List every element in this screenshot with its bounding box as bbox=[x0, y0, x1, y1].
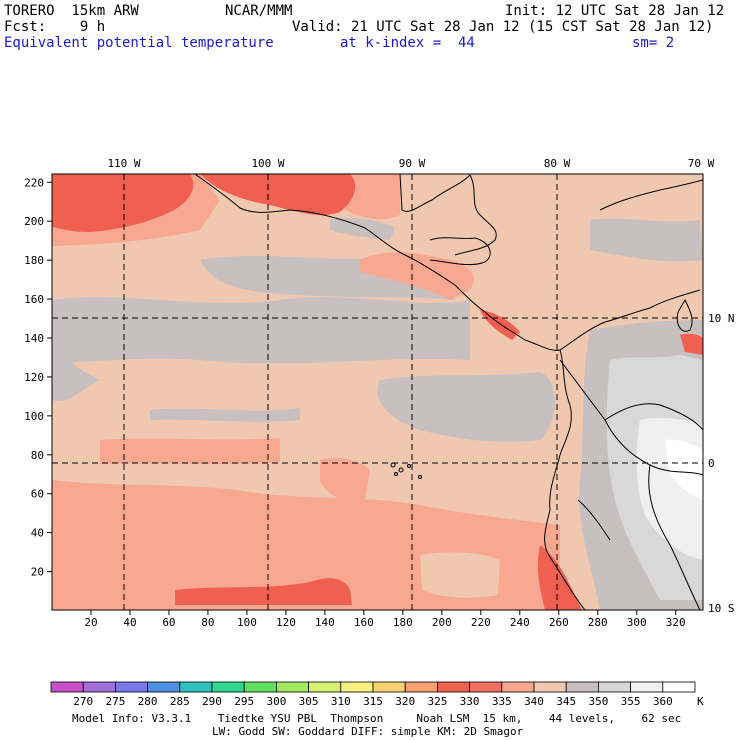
colorbar-swatch bbox=[436, 681, 470, 693]
colorbar-swatch bbox=[630, 681, 664, 693]
colorbar-label: 310 bbox=[331, 695, 351, 708]
y-tick-label: 160 bbox=[24, 293, 44, 306]
footer-model-info: Model Info: V3.3.1 Tiedtke YSU PBL Thomp… bbox=[72, 712, 682, 725]
field-title: Equivalent potential temperature bbox=[4, 35, 274, 51]
colorbar-swatch bbox=[82, 681, 116, 693]
y-tick-label: 220 bbox=[24, 176, 44, 189]
x-tick-label: 100 bbox=[237, 616, 257, 629]
y-tick-label: 60 bbox=[31, 488, 44, 501]
colorbar-swatch bbox=[179, 681, 213, 693]
x-tick-label: 160 bbox=[354, 616, 374, 629]
x-tick-label: 280 bbox=[588, 616, 608, 629]
plot-frame bbox=[51, 173, 704, 611]
colorbar-swatch bbox=[50, 681, 84, 693]
y-tick-label: 140 bbox=[24, 332, 44, 345]
x-axis: 20 40 60 80 100 120 140 160 180 200 220 240 260 280 30… bbox=[84, 610, 686, 629]
colorbar-swatch bbox=[404, 681, 438, 693]
level-label: at k-index = 44 bbox=[340, 35, 475, 51]
colorbar-label: 305 bbox=[299, 695, 319, 708]
lat-label-10n: 10 N bbox=[708, 312, 735, 325]
colorbar-swatch bbox=[469, 681, 503, 693]
x-tick-label: 20 bbox=[84, 616, 97, 629]
latitude-labels: 10 N 0 10 S bbox=[708, 312, 735, 615]
x-tick-label: 140 bbox=[315, 616, 335, 629]
coastlines bbox=[194, 174, 703, 610]
colorbar-label: 320 bbox=[395, 695, 415, 708]
init-time: Init: 12 UTC Sat 28 Jan 12 bbox=[505, 3, 725, 19]
x-tick-label: 60 bbox=[162, 616, 175, 629]
colorbar: 270 275 280 285 290 295 300 305 310 315 320 325 330 3… bbox=[50, 681, 696, 708]
colorbar-swatch bbox=[533, 681, 567, 693]
x-tick-label: 80 bbox=[201, 616, 214, 629]
y-tick-label: 40 bbox=[31, 527, 44, 540]
theta-e-field bbox=[52, 174, 703, 610]
colorbar-swatch bbox=[115, 681, 149, 693]
colorbar-label: 350 bbox=[588, 695, 608, 708]
x-tick-label: 180 bbox=[393, 616, 413, 629]
lat-label-0: 0 bbox=[708, 457, 715, 470]
x-tick-label: 40 bbox=[123, 616, 136, 629]
colorbar-swatch bbox=[211, 681, 245, 693]
colorbar-label: 315 bbox=[363, 695, 383, 708]
y-tick-label: 80 bbox=[31, 449, 44, 462]
colorbar-label: 335 bbox=[492, 695, 512, 708]
colorbar-swatch bbox=[308, 681, 342, 693]
colorbar-label: 275 bbox=[105, 695, 125, 708]
x-tick-label: 320 bbox=[666, 616, 686, 629]
colorbar-label: 340 bbox=[524, 695, 544, 708]
colorbar-swatch bbox=[243, 681, 277, 693]
lon-label-70w: 70 W bbox=[688, 157, 715, 170]
model-name: TORERO 15km ARW bbox=[4, 3, 139, 19]
x-tick-label: 220 bbox=[471, 616, 491, 629]
colorbar-swatch bbox=[340, 681, 374, 693]
y-tick-label: 20 bbox=[31, 566, 44, 579]
y-axis: 220 200 180 160 140 120 100 80 60 40 20 bbox=[24, 176, 52, 579]
y-tick-label: 180 bbox=[24, 254, 44, 267]
x-tick-label: 240 bbox=[510, 616, 530, 629]
colorbar-swatch bbox=[501, 681, 535, 693]
x-tick-label: 260 bbox=[549, 616, 569, 629]
colorbar-swatch bbox=[565, 681, 599, 693]
colorbar-label: 325 bbox=[427, 695, 447, 708]
footer-physics-info: LW: Godd SW: Goddard DIFF: simple KM: 2D… bbox=[212, 725, 524, 738]
smoothing-label: sm= 2 bbox=[632, 35, 675, 51]
colorbar-label: 270 bbox=[73, 695, 93, 708]
lon-label-100w: 100 W bbox=[251, 157, 284, 170]
colorbar-swatch bbox=[662, 681, 696, 693]
valid-time: Valid: 21 UTC Sat 28 Jan 12 (15 CST Sat … bbox=[292, 19, 714, 35]
colorbar-swatch bbox=[275, 681, 309, 693]
colorbar-label: 285 bbox=[170, 695, 190, 708]
colorbar-label: 345 bbox=[556, 695, 576, 708]
y-tick-label: 100 bbox=[24, 410, 44, 423]
colorbar-swatch bbox=[147, 681, 181, 693]
colorbar-label: 355 bbox=[621, 695, 641, 708]
center-name: NCAR/MMM bbox=[225, 3, 293, 19]
colorbar-swatch bbox=[372, 681, 406, 693]
lon-label-80w: 80 W bbox=[544, 157, 571, 170]
lat-label-10s: 10 S bbox=[708, 602, 735, 615]
colorbar-label: 280 bbox=[138, 695, 158, 708]
x-tick-label: 120 bbox=[276, 616, 296, 629]
colorbar-label: 290 bbox=[202, 695, 222, 708]
x-tick-label: 200 bbox=[432, 616, 452, 629]
colorbar-swatch bbox=[598, 681, 632, 693]
lon-label-90w: 90 W bbox=[399, 157, 426, 170]
colorbar-label: 295 bbox=[234, 695, 254, 708]
colorbar-unit: K bbox=[697, 695, 704, 708]
lon-label-110w: 110 W bbox=[107, 157, 140, 170]
colorbar-label: 360 bbox=[653, 695, 673, 708]
forecast-hour: Fcst: 9 h bbox=[4, 19, 106, 35]
colorbar-label: 300 bbox=[266, 695, 286, 708]
latlon-grid bbox=[52, 174, 703, 610]
x-tick-label: 300 bbox=[627, 616, 647, 629]
y-tick-label: 200 bbox=[24, 215, 44, 228]
longitude-labels: 110 W 100 W 90 W 80 W 70 W bbox=[107, 157, 714, 170]
colorbar-label: 330 bbox=[460, 695, 480, 708]
y-tick-label: 120 bbox=[24, 371, 44, 384]
